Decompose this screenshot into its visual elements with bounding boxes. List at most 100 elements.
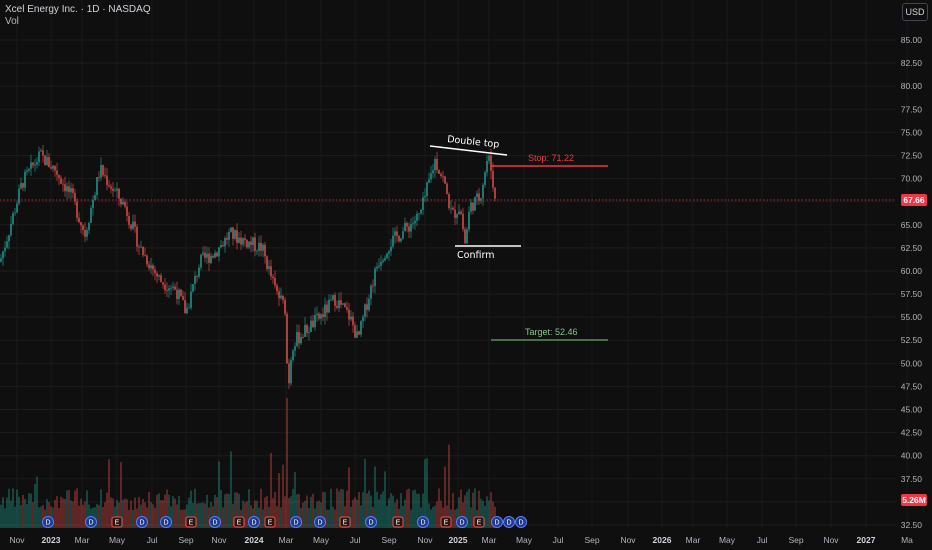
candle-body	[28, 168, 30, 171]
candle-body	[474, 197, 476, 211]
dividend-badge[interactable]	[515, 516, 527, 528]
dividend-badge[interactable]	[248, 516, 260, 528]
volume-bar	[290, 496, 292, 528]
candle-body	[14, 212, 16, 214]
volume-bar	[6, 497, 8, 528]
dividend-badge[interactable]	[160, 516, 172, 528]
volume-bar	[274, 491, 276, 528]
candle-body	[120, 198, 122, 205]
volume-bar	[454, 509, 456, 528]
earnings-badge[interactable]	[339, 516, 351, 528]
time-tick: Sep	[788, 535, 803, 545]
time-tick: May	[719, 535, 736, 545]
candle-body	[428, 179, 430, 183]
candle-body	[478, 193, 480, 201]
candle-body	[352, 316, 354, 326]
dividend-badge[interactable]	[85, 516, 97, 528]
candle-body	[168, 288, 170, 291]
candle-body	[234, 230, 236, 239]
price-axis[interactable]: 85.0082.5080.0077.5075.0072.5070.0067.50…	[901, 35, 923, 530]
time-tick: May	[109, 535, 126, 545]
earnings-badge[interactable]	[233, 516, 245, 528]
volume-bar	[280, 507, 282, 528]
volume-bar	[304, 500, 306, 528]
candle-body	[244, 238, 246, 241]
volume-bar	[404, 499, 406, 528]
double-top-line[interactable]	[429, 145, 508, 156]
time-tick: Jul	[350, 535, 361, 545]
candle-body	[224, 237, 226, 247]
time-tick: 2024	[245, 535, 264, 545]
earnings-badge[interactable]	[111, 516, 123, 528]
volume-bar	[14, 506, 16, 528]
candle-body	[402, 231, 404, 239]
earnings-badge[interactable]	[392, 516, 404, 528]
candle-body	[344, 303, 346, 308]
volume-bar	[490, 492, 492, 528]
dividend-badge[interactable]	[365, 516, 377, 528]
volume-bar	[296, 494, 298, 528]
earnings-badge[interactable]	[264, 516, 276, 528]
candle-body	[58, 174, 60, 178]
volume-bar	[486, 496, 488, 528]
candle-body	[380, 261, 382, 266]
volume-bar	[370, 495, 372, 528]
dividend-badge[interactable]	[136, 516, 148, 528]
volume-bar	[98, 504, 100, 528]
volume-bar	[236, 492, 238, 528]
candle-body	[82, 225, 84, 230]
volume-bar	[208, 507, 210, 528]
time-axis[interactable]: Nov 2023 Mar May Jul Sep Nov 2024 Mar May Jul Sep No…	[9, 535, 913, 545]
candle-body	[444, 176, 446, 184]
volume-bar	[170, 506, 172, 528]
dividend-badge[interactable]	[491, 516, 503, 528]
badge-letter: D	[212, 520, 217, 527]
volume-bar	[78, 505, 80, 528]
dividend-badge[interactable]	[314, 516, 326, 528]
event-badges[interactable]: D D E D D E D E D E D D E D E D E D E D DD	[42, 516, 527, 528]
currency-button[interactable]: USD	[902, 3, 928, 21]
candle-body	[330, 299, 332, 301]
candle-body	[322, 314, 324, 318]
volume-bar	[330, 488, 332, 528]
volume-bar	[158, 493, 160, 528]
volume-indicator-label[interactable]: Vol	[5, 16, 19, 27]
time-tick: Mar	[686, 535, 701, 545]
volume-bar	[380, 494, 382, 528]
volume-bar	[192, 502, 194, 528]
volume-bar	[390, 493, 392, 528]
earnings-badge[interactable]	[185, 516, 197, 528]
dividend-badge[interactable]	[42, 516, 54, 528]
earnings-badge[interactable]	[473, 516, 485, 528]
candle-body	[10, 223, 12, 236]
candle-body	[78, 217, 80, 223]
candle-body	[104, 175, 106, 177]
candle-body	[170, 287, 172, 289]
symbol-title[interactable]: Xcel Energy Inc. · 1D · NASDAQ	[5, 4, 151, 15]
time-tick: Nov	[417, 535, 433, 545]
dividend-badge[interactable]	[503, 516, 515, 528]
price-tick: 47.50	[901, 381, 923, 391]
dividend-badge[interactable]	[209, 516, 221, 528]
dividend-badge[interactable]	[456, 516, 468, 528]
volume-bar	[72, 501, 74, 528]
dividend-badge[interactable]	[417, 516, 429, 528]
volume-bar	[34, 483, 36, 528]
earnings-badge[interactable]	[440, 516, 452, 528]
candle-body	[446, 183, 448, 194]
candle-body	[462, 213, 464, 230]
candle-body	[308, 331, 310, 333]
volume-bar	[196, 503, 198, 528]
candle-body	[112, 188, 114, 191]
candle-body	[288, 363, 290, 384]
candle-body	[440, 173, 442, 176]
volume-bar	[66, 490, 68, 528]
candle-body	[442, 175, 444, 177]
volume-bar	[258, 507, 260, 528]
candle-body	[98, 177, 100, 178]
candle-body	[332, 295, 334, 300]
candle-body	[196, 276, 198, 277]
volume-bar	[24, 499, 26, 528]
dividend-badge[interactable]	[290, 516, 302, 528]
